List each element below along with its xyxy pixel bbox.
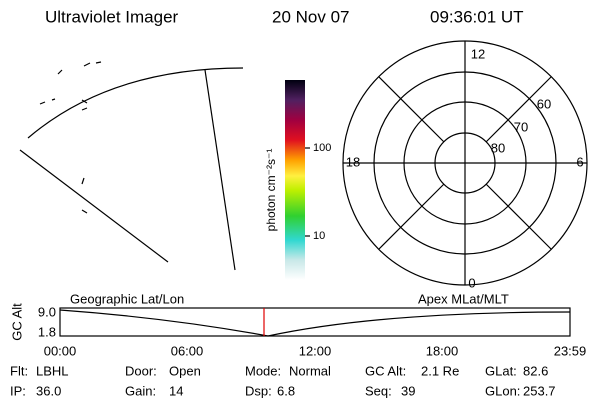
status-value: Normal <box>289 363 331 378</box>
timeline-x-tick: 12:00 <box>299 343 332 358</box>
timeline-y-tick: 9.0 <box>38 304 56 319</box>
status-label: Flt: <box>10 363 28 378</box>
map-line <box>19 149 169 263</box>
colorbar-label: photon cm⁻²s⁻¹ <box>264 149 278 232</box>
colorbar-tick-label: 10 <box>313 230 325 242</box>
status-value: 2.1 Re <box>421 363 459 378</box>
status-label: Seq: <box>365 383 392 398</box>
mlt-label: 6 <box>576 154 583 169</box>
altitude-curve <box>59 309 571 337</box>
map-coast <box>39 61 102 214</box>
timeline-x-tick: 00:00 <box>44 343 77 358</box>
timeline-x-tick: 06:00 <box>171 343 204 358</box>
status-label: Dsp: <box>245 383 272 398</box>
map-arc <box>27 67 244 139</box>
status-label: GLat: <box>485 363 517 378</box>
timeline-y-label: GC Alt <box>9 303 24 341</box>
geo-map <box>19 61 244 271</box>
colorbar <box>285 80 305 280</box>
status-value: 39 <box>401 383 415 398</box>
status-value: 6.8 <box>277 383 295 398</box>
timeline-y-tick: 1.8 <box>38 324 56 339</box>
mlt-label: 0 <box>468 275 475 290</box>
status-value: Open <box>169 363 201 378</box>
mlt-label: 18 <box>346 154 360 169</box>
time: 09:36:01 UT <box>430 7 524 26</box>
timeline-left-title: Geographic Lat/Lon <box>70 291 184 306</box>
title: Ultraviolet Imager <box>45 7 179 26</box>
date: 20 Nov 07 <box>272 7 350 26</box>
status-label: Door: <box>125 363 157 378</box>
timeline-box <box>59 307 571 337</box>
lat-label: 70 <box>514 119 528 134</box>
status-label: Mode: <box>245 363 281 378</box>
polar-diagonal <box>378 76 552 250</box>
lat-label: 80 <box>491 140 505 155</box>
status-label: GC Alt: <box>365 363 406 378</box>
map-line <box>204 69 236 271</box>
status-value: 253.7 <box>523 383 556 398</box>
status-label: IP: <box>10 383 26 398</box>
status-label: GLon: <box>485 383 520 398</box>
timeline-x-tick: 18:00 <box>426 343 459 358</box>
status-value: 14 <box>169 383 183 398</box>
lat-label: 60 <box>537 96 551 111</box>
status-label: Gain: <box>125 383 156 398</box>
colorbar-tick-label: 100 <box>313 142 331 154</box>
timeline-x-tick: 23:59 <box>554 343 587 358</box>
timeline-right-title: Apex MLat/MLT <box>418 291 509 306</box>
status-value: LBHL <box>36 363 69 378</box>
mlt-label: 12 <box>471 46 485 61</box>
polar-plot <box>342 40 588 286</box>
status-value: 36.0 <box>36 383 61 398</box>
status-panel: Flt: LBHL Door: Open Mode: Normal GC Alt: 2.1 R… <box>10 363 556 398</box>
status-value: 82.6 <box>523 363 548 378</box>
